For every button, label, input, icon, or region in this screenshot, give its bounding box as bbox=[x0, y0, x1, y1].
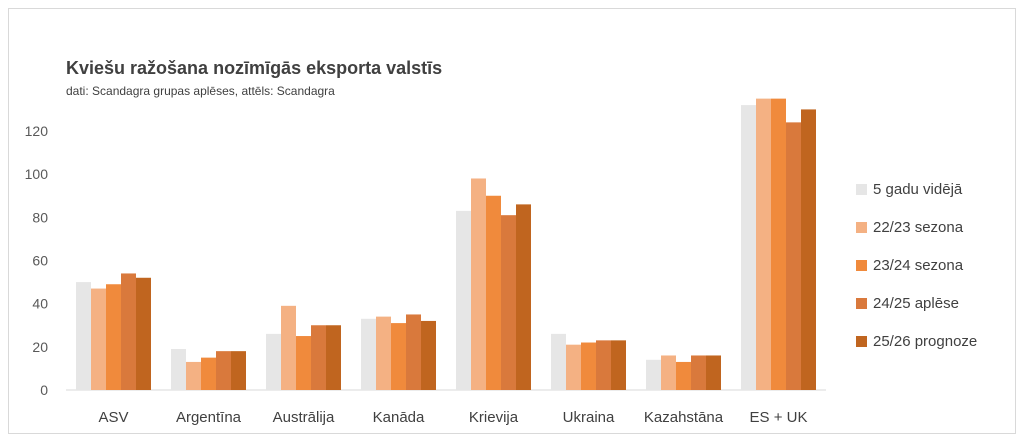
chart-title: Kviešu ražošana nozīmīgās eksporta valst… bbox=[66, 58, 443, 78]
bar bbox=[676, 361, 691, 390]
x-category-label: Kazahstāna bbox=[644, 409, 724, 426]
x-category-label: ASV bbox=[98, 409, 128, 426]
bar bbox=[566, 344, 581, 390]
bar bbox=[376, 316, 391, 390]
bar bbox=[186, 361, 201, 390]
bar bbox=[281, 305, 296, 390]
chart-subtitle: dati: Scandagra grupas aplēses, attēls: … bbox=[66, 84, 335, 98]
legend-label: 5 gadu vidējā bbox=[873, 180, 963, 198]
legend-swatch bbox=[856, 221, 867, 233]
bar bbox=[296, 336, 311, 390]
bar bbox=[516, 204, 531, 390]
bar bbox=[801, 109, 816, 391]
legend-swatch bbox=[856, 297, 867, 309]
bar bbox=[76, 282, 91, 390]
x-category-label: ES + UK bbox=[750, 409, 808, 426]
y-tick-label: 20 bbox=[32, 339, 48, 355]
bar bbox=[486, 195, 501, 390]
y-tick-label: 60 bbox=[32, 253, 48, 269]
legend-item: 24/25 aplēse bbox=[856, 284, 977, 322]
bar bbox=[311, 325, 326, 390]
legend-label: 24/25 aplēse bbox=[873, 294, 959, 312]
legend-item: 5 gadu vidējā bbox=[856, 170, 977, 208]
bar bbox=[581, 342, 596, 390]
bar bbox=[501, 215, 516, 390]
bar bbox=[216, 351, 231, 390]
legend-item: 23/24 sezona bbox=[856, 246, 977, 284]
legend-label: 23/24 sezona bbox=[873, 256, 964, 274]
y-tick-label: 0 bbox=[40, 382, 48, 398]
y-tick-label: 120 bbox=[25, 123, 49, 139]
bar bbox=[471, 178, 486, 390]
bar bbox=[91, 288, 106, 390]
bar bbox=[646, 359, 661, 390]
y-tick-label: 80 bbox=[32, 209, 48, 225]
x-category-label: Argentīna bbox=[176, 409, 242, 426]
legend-item: 25/26 prognoze bbox=[856, 322, 977, 360]
bar bbox=[326, 325, 341, 390]
legend-swatch bbox=[856, 259, 867, 271]
bar bbox=[361, 318, 376, 390]
bar bbox=[391, 323, 406, 390]
legend-label: 22/23 sezona bbox=[873, 218, 964, 236]
bar bbox=[611, 340, 626, 390]
bar bbox=[201, 357, 216, 390]
bar bbox=[266, 333, 281, 390]
bar bbox=[136, 277, 151, 390]
legend-swatch bbox=[856, 335, 867, 347]
legend-label: 25/26 prognoze bbox=[873, 332, 978, 350]
bar bbox=[596, 340, 611, 390]
bar bbox=[121, 273, 136, 390]
bar bbox=[406, 314, 421, 390]
bar bbox=[756, 98, 771, 390]
x-category-label: Krievija bbox=[469, 409, 519, 426]
bar bbox=[771, 98, 786, 390]
bar bbox=[421, 320, 436, 390]
bar bbox=[106, 284, 121, 390]
legend-item: 22/23 sezona bbox=[856, 208, 977, 246]
bar bbox=[456, 210, 471, 390]
bar bbox=[691, 355, 706, 390]
chart-legend: 5 gadu vidējā 22/23 sezona 23/24 sezona 24/… bbox=[856, 170, 977, 360]
y-tick-label: 100 bbox=[25, 166, 49, 182]
x-category-label: Kanāda bbox=[373, 409, 425, 426]
bar bbox=[231, 351, 246, 390]
legend-swatch bbox=[856, 183, 867, 195]
bar bbox=[661, 355, 676, 390]
x-category-label: Ukraina bbox=[563, 409, 615, 426]
bar bbox=[171, 348, 186, 390]
bar bbox=[786, 122, 801, 390]
bar bbox=[706, 355, 721, 390]
x-category-label: Austrālija bbox=[273, 409, 335, 426]
bar bbox=[741, 105, 756, 390]
y-tick-label: 40 bbox=[32, 296, 48, 312]
bar bbox=[551, 333, 566, 390]
